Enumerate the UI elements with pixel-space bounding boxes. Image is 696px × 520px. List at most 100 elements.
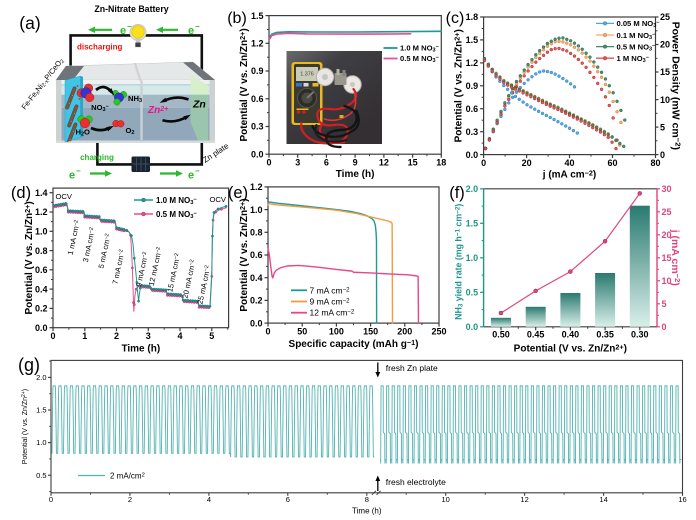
svg-text:0.0: 0.0 xyxy=(250,318,263,328)
svg-text:1.0: 1.0 xyxy=(35,227,48,237)
svg-text:12 mA cm−2: 12 mA cm−2 xyxy=(310,308,355,318)
svg-text:1.5: 1.5 xyxy=(466,35,479,45)
svg-text:0.8: 0.8 xyxy=(35,246,48,256)
svg-text:1.2: 1.2 xyxy=(35,207,48,217)
svg-text:0.30: 0.30 xyxy=(631,330,649,340)
svg-text:12: 12 xyxy=(520,495,528,504)
svg-text:1.2: 1.2 xyxy=(251,39,264,49)
svg-text:1.0 M NO3−: 1.0 M NO3− xyxy=(156,196,197,206)
svg-text:Potential (V vs. Zn/Zn2+): Potential (V vs. Zn/Zn2+) xyxy=(238,198,250,311)
svg-text:Time (h): Time (h) xyxy=(352,506,382,515)
svg-text:25: 25 xyxy=(660,12,670,22)
svg-text:3: 3 xyxy=(146,331,151,341)
svg-text:0: 0 xyxy=(481,158,486,168)
svg-text:Time (h): Time (h) xyxy=(121,344,160,355)
svg-text:OCV: OCV xyxy=(210,195,227,204)
svg-text:15: 15 xyxy=(660,67,670,77)
svg-text:1.5: 1.5 xyxy=(466,219,479,229)
svg-text:fresh electrolyte: fresh electrolyte xyxy=(386,477,446,487)
svg-text:25: 25 xyxy=(662,207,672,217)
svg-text:20: 20 xyxy=(662,230,672,240)
svg-text:7 mA cm−2: 7 mA cm−2 xyxy=(310,285,351,295)
svg-text:0.6: 0.6 xyxy=(35,265,48,275)
svg-text:0.8: 0.8 xyxy=(250,228,263,238)
svg-text:20: 20 xyxy=(660,40,670,50)
svg-text:0.40: 0.40 xyxy=(562,330,580,340)
svg-text:5: 5 xyxy=(662,299,667,309)
svg-text:1.0: 1.0 xyxy=(250,205,263,215)
svg-text:1.0 M NO3−: 1.0 M NO3− xyxy=(400,44,439,54)
svg-text:0.0: 0.0 xyxy=(466,150,479,160)
svg-text:0.5: 0.5 xyxy=(36,471,46,480)
svg-text:0.0: 0.0 xyxy=(35,323,48,333)
svg-text:8: 8 xyxy=(365,495,369,504)
svg-text:14: 14 xyxy=(599,495,607,504)
svg-text:2: 2 xyxy=(114,331,119,341)
svg-text:1.376: 1.376 xyxy=(300,72,314,78)
svg-text:H2O: H2O xyxy=(76,128,91,138)
svg-text:20: 20 xyxy=(522,158,532,168)
svg-text:100: 100 xyxy=(329,326,344,336)
svg-text:Zn2+: Zn2+ xyxy=(147,105,168,116)
svg-text:1.2: 1.2 xyxy=(250,182,263,192)
svg-text:Potential (V vs. Zn/Zn2+): Potential (V vs. Zn/Zn2+) xyxy=(452,29,464,142)
svg-text:30: 30 xyxy=(662,184,672,194)
svg-text:10: 10 xyxy=(442,495,450,504)
svg-text:9: 9 xyxy=(353,157,358,167)
svg-text:j (mA cm−2): j (mA cm−2) xyxy=(669,229,682,286)
svg-text:60: 60 xyxy=(607,158,617,168)
svg-text:e: e xyxy=(120,25,126,37)
svg-text:0.6: 0.6 xyxy=(251,94,264,104)
svg-text:0.9: 0.9 xyxy=(466,81,479,91)
svg-text:0.3: 0.3 xyxy=(466,127,479,137)
svg-text:9 mA cm−2: 9 mA cm−2 xyxy=(310,297,351,307)
svg-text:0.2: 0.2 xyxy=(35,304,48,314)
svg-text:0.4: 0.4 xyxy=(250,273,263,283)
svg-text:0.4: 0.4 xyxy=(35,284,48,294)
svg-text:1: 1 xyxy=(82,331,87,341)
svg-text:1.5: 1.5 xyxy=(251,11,264,21)
svg-text:NH3 yield rate (mg h−1 cm−2): NH3 yield rate (mg h−1 cm−2) xyxy=(454,204,465,320)
svg-text:e: e xyxy=(188,25,194,37)
svg-text:6: 6 xyxy=(324,157,329,167)
svg-text:j (mA cm−2): j (mA cm−2) xyxy=(542,168,596,180)
svg-text:2.0: 2.0 xyxy=(466,184,479,194)
svg-text:e: e xyxy=(188,170,194,182)
svg-text:0.35: 0.35 xyxy=(596,330,614,340)
svg-text:10: 10 xyxy=(660,95,670,105)
svg-text:(f): (f) xyxy=(449,184,465,202)
svg-text:200: 200 xyxy=(397,326,412,336)
svg-text:(c): (c) xyxy=(446,10,465,27)
svg-text:Power Density (mW cm−2): Power Density (mW cm−2) xyxy=(670,22,683,150)
svg-text:3: 3 xyxy=(295,157,300,167)
svg-text:OCV: OCV xyxy=(56,192,73,201)
svg-text:(g): (g) xyxy=(18,355,40,375)
svg-text:NO3−: NO3− xyxy=(91,103,109,113)
svg-text:Potential (V vs. Zn/Zn2+): Potential (V vs. Zn/Zn2+) xyxy=(514,342,627,354)
svg-text:Specific capacity (mAh g−1): Specific capacity (mAh g−1) xyxy=(289,338,419,350)
svg-text:(e): (e) xyxy=(228,184,248,202)
svg-text:0.05 M NO3−: 0.05 M NO3− xyxy=(617,19,660,29)
svg-text:−: − xyxy=(195,22,200,31)
svg-text:0.5 M NO3−: 0.5 M NO3− xyxy=(156,210,197,220)
svg-text:5: 5 xyxy=(660,122,665,132)
svg-text:10: 10 xyxy=(662,276,672,286)
svg-text:0: 0 xyxy=(50,331,55,341)
svg-text:charging: charging xyxy=(80,153,114,162)
svg-text:Potential (V vs. Zn/Zn2+): Potential (V vs. Zn/Zn2+) xyxy=(21,389,29,464)
svg-text:6: 6 xyxy=(286,495,290,504)
svg-text:5: 5 xyxy=(209,331,214,341)
svg-text:0.9: 0.9 xyxy=(251,66,264,76)
svg-text:Zn-Nitrate Battery: Zn-Nitrate Battery xyxy=(94,4,168,14)
svg-text:0.0: 0.0 xyxy=(466,322,479,332)
svg-text:40: 40 xyxy=(564,158,574,168)
svg-text:1.0: 1.0 xyxy=(466,253,479,263)
svg-text:0: 0 xyxy=(265,326,270,336)
svg-text:4: 4 xyxy=(177,331,182,341)
svg-text:Time (h): Time (h) xyxy=(336,169,375,180)
svg-text:2: 2 xyxy=(128,495,132,504)
svg-text:0.50: 0.50 xyxy=(492,330,510,340)
svg-text:2 mA/cm2: 2 mA/cm2 xyxy=(110,472,145,481)
svg-text:0.5 M NO3−: 0.5 M NO3− xyxy=(617,42,656,52)
svg-text:1.8: 1.8 xyxy=(466,12,479,22)
